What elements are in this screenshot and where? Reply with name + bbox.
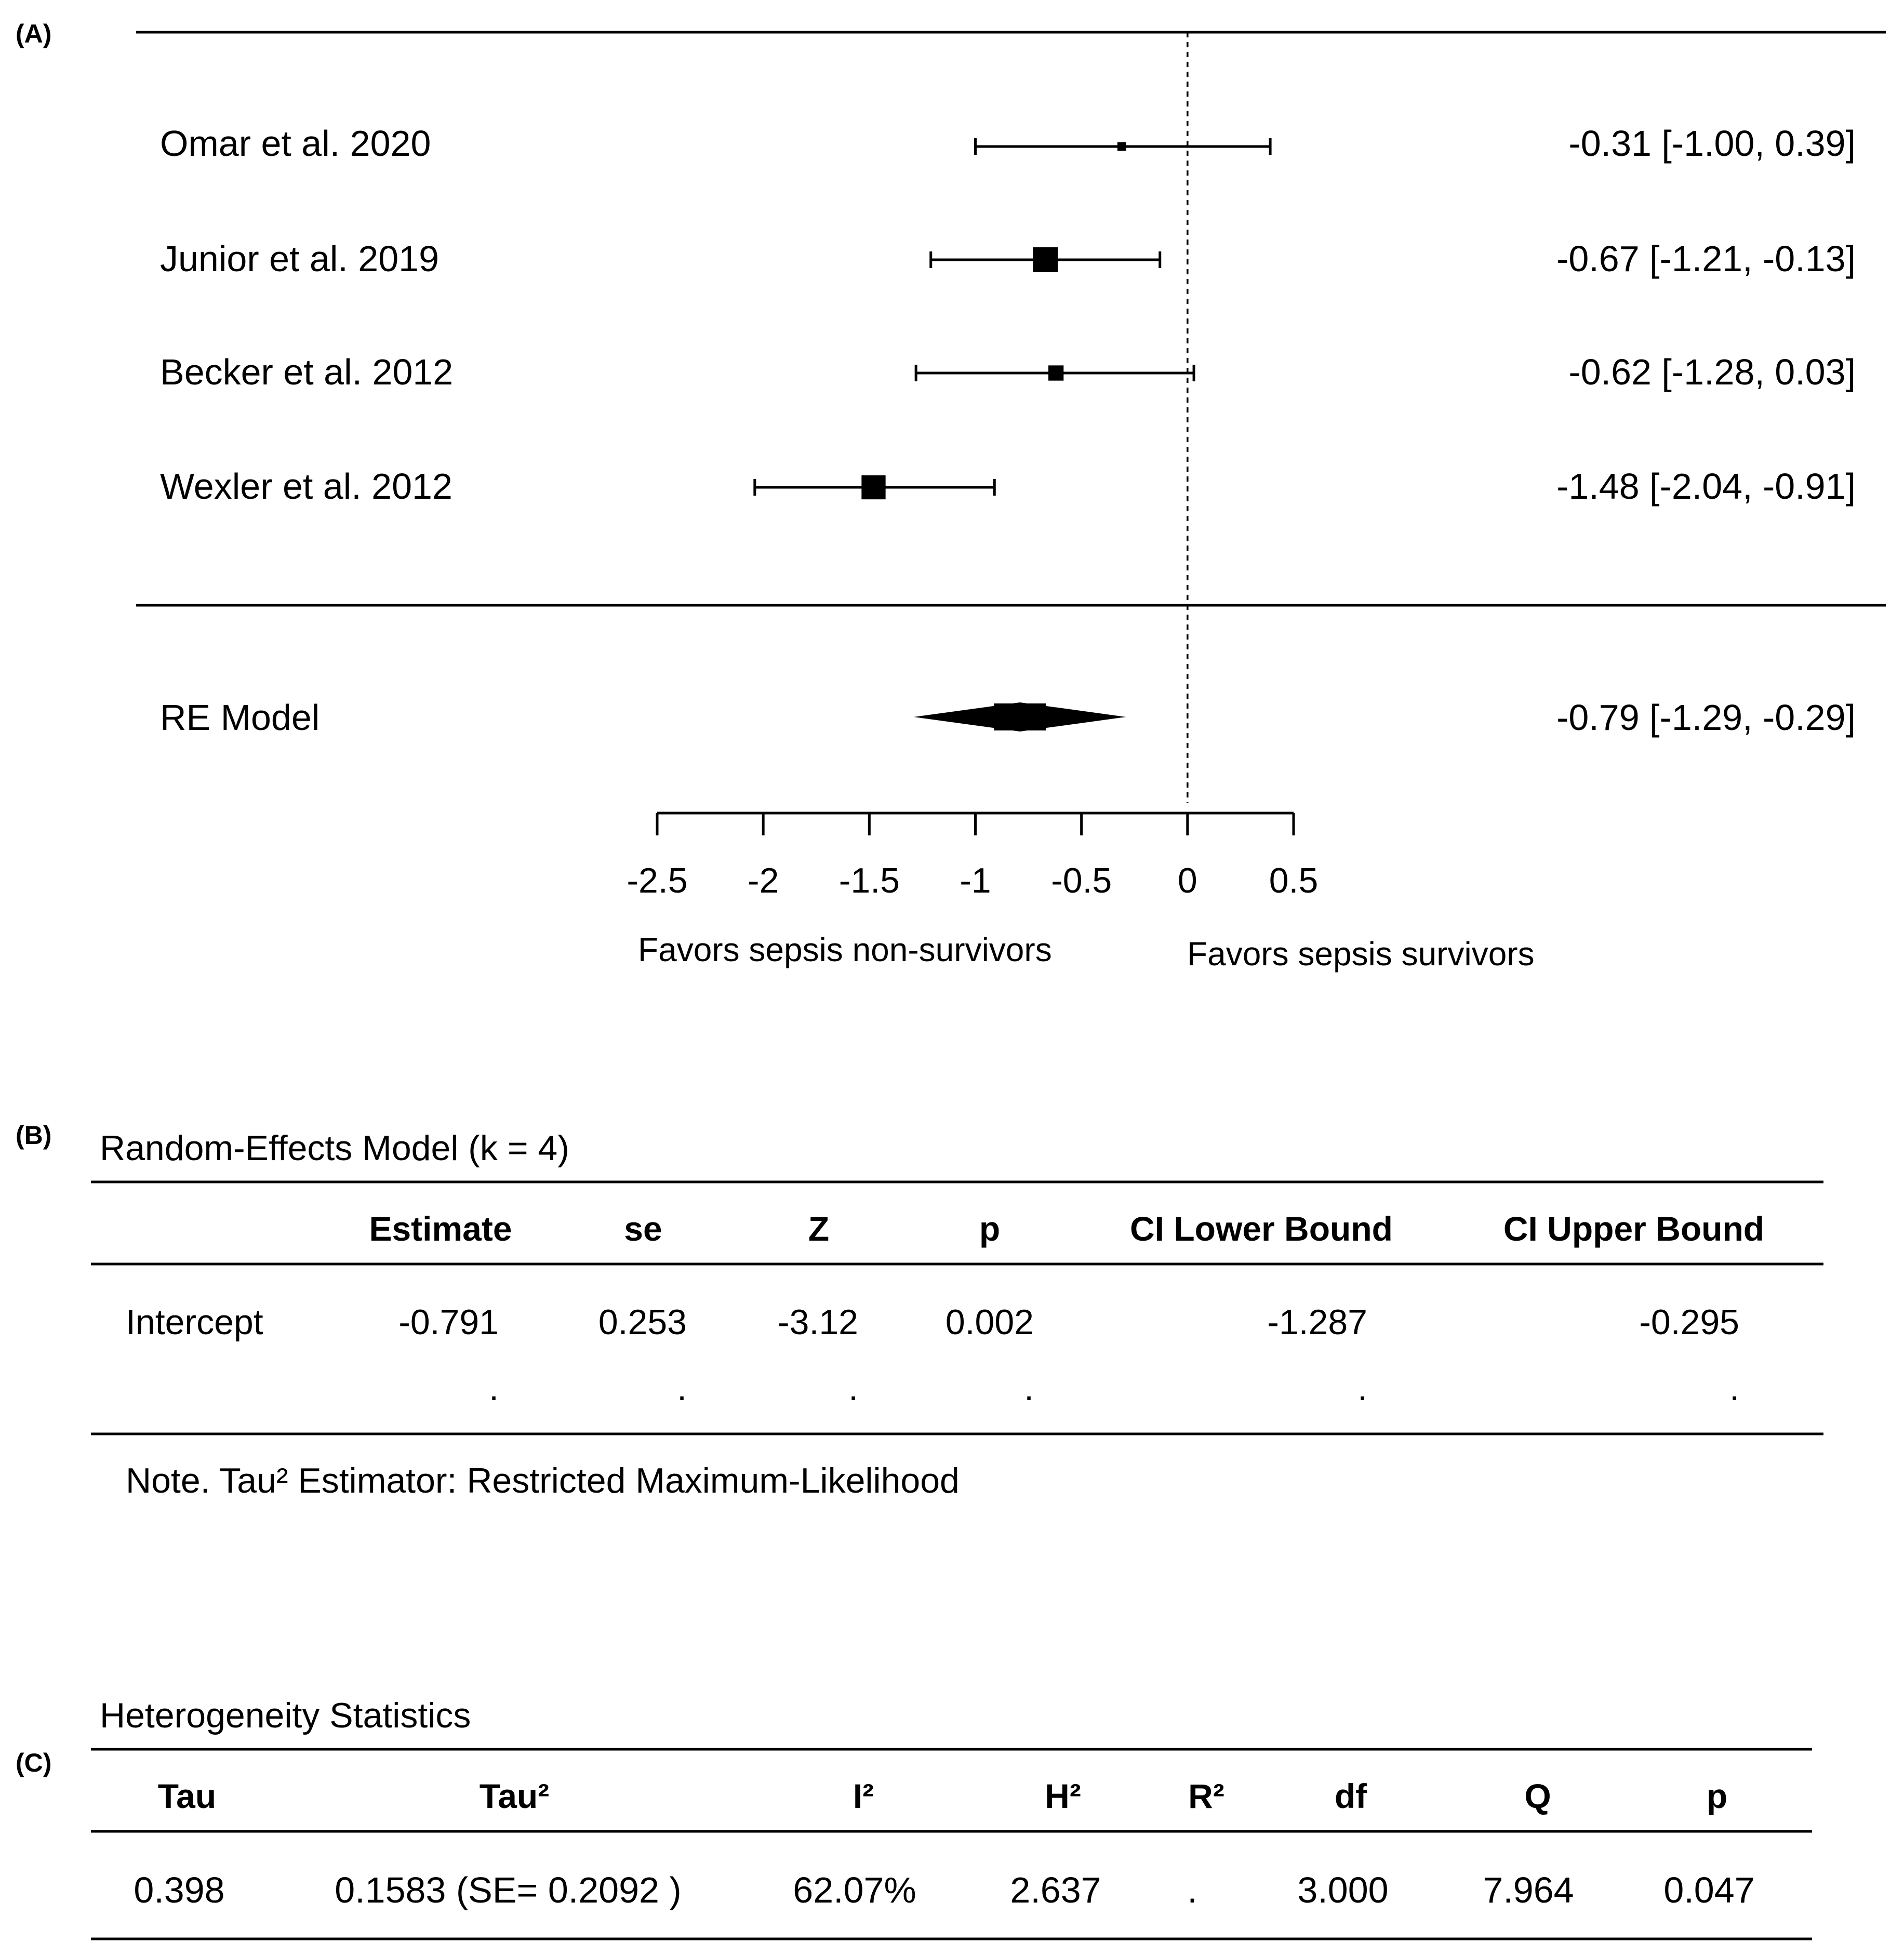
re-cell-ci-upper: -0.295 (1639, 1302, 1739, 1342)
panel-a-label: (A) (16, 19, 51, 48)
re-dot-ci-upper: . (1729, 1368, 1739, 1408)
point-estimate-square (1117, 142, 1126, 151)
effect-ci-text: -1.48 [-2.04, -0.91] (1556, 466, 1856, 507)
het-table-row: 0.398 0.1583 (SE= 0.2092 ) 62.07% 2.637 … (134, 1870, 1754, 1910)
het-header-tau2: Tau² (480, 1777, 549, 1815)
het-header-i2: I² (853, 1777, 874, 1815)
study-row: Junior et al. 2019 -0.67 [-1.21, -0.13] (160, 238, 1856, 279)
het-header-h2: H² (1045, 1777, 1081, 1815)
favors-right-label: Favors sepsis survivors (1187, 935, 1535, 973)
study-label: Becker et al. 2012 (160, 352, 453, 392)
re-cell-ci-lower: -1.287 (1267, 1302, 1367, 1342)
re-header-p: p (979, 1209, 1000, 1248)
effect-ci-text: -0.67 [-1.21, -0.13] (1556, 238, 1856, 279)
re-table-note: Note. Tau² Estimator: Restricted Maximum… (126, 1461, 960, 1500)
re-table-title: Random-Effects Model (k = 4) (100, 1128, 569, 1168)
re-header-se: se (624, 1209, 662, 1248)
x-tick-label: 0 (1178, 861, 1197, 900)
summary-label: RE Model (160, 697, 319, 738)
het-cell-tau2: 0.1583 (SE= 0.2092 ) (335, 1870, 681, 1910)
re-cell-p: 0.002 (946, 1302, 1034, 1342)
re-header-ci-upper: CI Upper Bound (1503, 1209, 1764, 1248)
re-table-header: Estimate se Z p CI Lower Bound CI Upper … (369, 1209, 1764, 1248)
het-cell-q: 7.964 (1483, 1870, 1574, 1910)
panel-b-label: (B) (16, 1121, 51, 1150)
re-cell-estimate: -0.791 (398, 1302, 499, 1342)
x-tick-label: -1 (960, 861, 991, 900)
het-cell-p: 0.047 (1663, 1870, 1754, 1910)
re-header-z: Z (808, 1209, 829, 1248)
het-table-header: Tau Tau² I² H² R² df Q p (158, 1777, 1727, 1815)
study-row: Omar et al. 2020 -0.31 [-1.00, 0.39] (160, 123, 1856, 164)
re-cell-term: Intercept (126, 1302, 263, 1342)
summary-row: RE Model -0.79 [-1.29, -0.29] (160, 697, 1856, 738)
re-header-ci-lower: CI Lower Bound (1130, 1209, 1393, 1248)
re-table-row: Intercept -0.791 0.253 -3.12 0.002 -1.28… (126, 1302, 1739, 1342)
favors-left-label: Favors sepsis non-survivors (638, 931, 1052, 968)
het-header-r2: R² (1188, 1777, 1224, 1815)
x-tick-label: -0.5 (1051, 861, 1112, 900)
study-label: Wexler et al. 2012 (160, 466, 452, 507)
point-estimate-square (1048, 365, 1064, 381)
re-dot-se: . (677, 1368, 687, 1408)
het-table-title: Heterogeneity Statistics (100, 1696, 471, 1735)
het-header-q: Q (1524, 1777, 1551, 1815)
het-header-df: df (1335, 1777, 1367, 1815)
re-dot-p: . (1024, 1368, 1034, 1408)
het-cell-df: 3.000 (1297, 1870, 1388, 1910)
x-tick-label: 0.5 (1269, 861, 1319, 900)
het-cell-tau: 0.398 (134, 1870, 224, 1910)
re-cell-z: -3.12 (778, 1302, 858, 1342)
re-table-dots: . . . . . . (489, 1368, 1739, 1408)
het-header-tau: Tau (158, 1777, 216, 1815)
summary-ci-text: -0.79 [-1.29, -0.29] (1556, 697, 1856, 738)
panel-c-label: (C) (16, 1748, 51, 1777)
summary-center-block (994, 703, 1046, 730)
het-cell-h2: 2.637 (1010, 1870, 1101, 1910)
x-tick-label: -1.5 (839, 861, 900, 900)
study-label: Junior et al. 2019 (160, 238, 439, 279)
re-header-estimate: Estimate (369, 1209, 512, 1248)
re-cell-se: 0.253 (598, 1302, 687, 1342)
study-label: Omar et al. 2020 (160, 123, 431, 164)
x-tick-label: -2.5 (627, 861, 687, 900)
effect-ci-text: -0.31 [-1.00, 0.39] (1568, 123, 1856, 164)
het-header-p: p (1707, 1777, 1727, 1815)
effect-ci-text: -0.62 [-1.28, 0.03] (1568, 352, 1856, 392)
study-row: Becker et al. 2012 -0.62 [-1.28, 0.03] (160, 352, 1856, 392)
re-dot-ci-lower: . (1357, 1368, 1367, 1408)
point-estimate-square (1033, 247, 1058, 272)
x-tick-label: -2 (748, 861, 779, 900)
study-row: Wexler et al. 2012 -1.48 [-2.04, -0.91] (160, 466, 1856, 507)
point-estimate-square (861, 475, 886, 500)
het-cell-r2: . (1187, 1870, 1197, 1910)
re-dot-z: . (848, 1368, 858, 1408)
x-axis: -2.5 -2 -1.5 -1 -0.5 0 0.5 (627, 812, 1319, 900)
re-dot-estimate: . (489, 1368, 499, 1408)
het-cell-i2: 62.07% (793, 1870, 916, 1910)
